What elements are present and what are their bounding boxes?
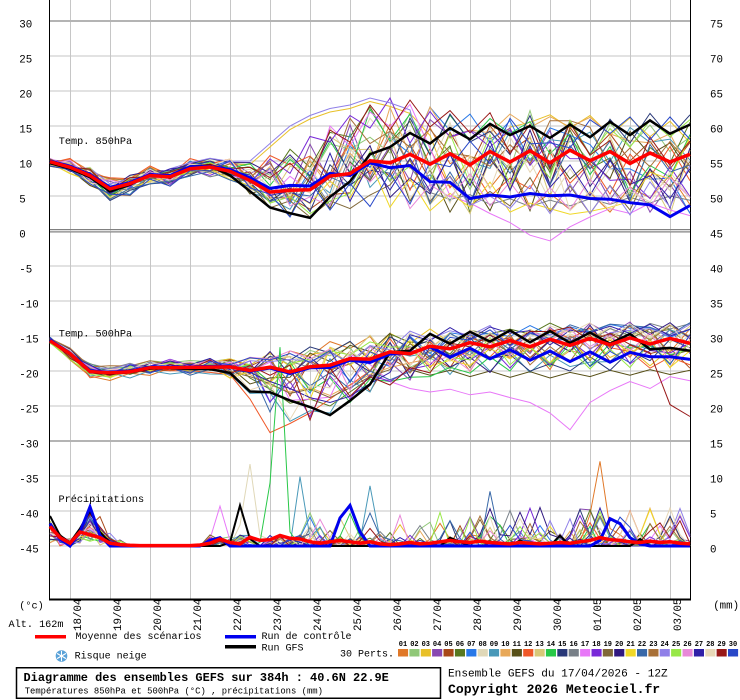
svg-text:30: 30 [19,20,32,32]
svg-text:Précipitations: Précipitations [59,494,145,506]
svg-text:02: 02 [410,641,418,649]
svg-text:Diagramme des ensembles GEFS s: Diagramme des ensembles GEFS sur 384h : … [24,671,389,685]
svg-text:12: 12 [524,641,532,649]
svg-text:09: 09 [490,641,498,649]
svg-text:30/04: 30/04 [553,599,565,631]
svg-text:40: 40 [710,265,723,277]
svg-text:30: 30 [710,335,723,347]
svg-text:28: 28 [706,641,714,649]
svg-text:Run de contrôle: Run de contrôle [262,631,352,643]
svg-text:15: 15 [19,125,32,137]
svg-text:25/04: 25/04 [353,599,365,631]
svg-text:19: 19 [604,641,612,649]
svg-text:Copyright 2026 Meteociel.fr: Copyright 2026 Meteociel.fr [448,682,660,697]
svg-text:25: 25 [710,370,723,382]
svg-text:04: 04 [433,641,441,649]
svg-text:5: 5 [19,195,25,207]
svg-text:02/05: 02/05 [633,599,645,631]
svg-text:07: 07 [467,641,475,649]
svg-text:-25: -25 [19,405,38,417]
svg-text:Alt. 162m: Alt. 162m [9,619,64,631]
svg-text:50: 50 [710,195,723,207]
svg-text:-10: -10 [19,300,38,312]
svg-text:55: 55 [710,160,723,172]
svg-text:18/04: 18/04 [73,599,85,631]
svg-text:13: 13 [535,641,543,649]
svg-text:29/04: 29/04 [513,599,525,631]
svg-text:19/04: 19/04 [113,599,125,631]
svg-text:Temp. 500hPa: Temp. 500hPa [59,329,132,341]
svg-text:22: 22 [638,641,646,649]
svg-text:21/04: 21/04 [193,599,205,631]
svg-text:03: 03 [422,641,430,649]
svg-text:16: 16 [569,641,577,649]
svg-text:27/04: 27/04 [433,599,445,631]
svg-text:08: 08 [478,641,486,649]
svg-text:17: 17 [581,641,589,649]
svg-text:23/04: 23/04 [273,599,285,631]
svg-text:(°c): (°c) [19,601,43,613]
svg-text:-5: -5 [19,265,32,277]
svg-text:18: 18 [592,641,600,649]
svg-text:Risque neige: Risque neige [75,651,147,663]
svg-text:22/04: 22/04 [233,599,245,631]
svg-text:01/05: 01/05 [593,599,605,631]
svg-text:-15: -15 [19,335,38,347]
svg-text:03/05: 03/05 [673,599,685,631]
svg-text:21: 21 [626,641,634,649]
svg-text:30 Perts.: 30 Perts. [340,650,394,661]
svg-text:35: 35 [710,300,723,312]
svg-text:75: 75 [710,20,723,32]
svg-text:24/04: 24/04 [313,599,325,631]
svg-text:23: 23 [649,641,657,649]
svg-text:(mm): (mm) [713,601,739,613]
svg-text:15: 15 [558,641,566,649]
svg-text:-45: -45 [19,545,38,557]
svg-text:45: 45 [710,230,723,242]
svg-text:0: 0 [19,230,25,242]
svg-text:26: 26 [683,641,691,649]
svg-text:Temp. 850hPa: Temp. 850hPa [59,136,132,148]
svg-text:Run GFS: Run GFS [262,644,304,655]
svg-text:29: 29 [717,641,725,649]
svg-text:20: 20 [710,405,723,417]
svg-text:Températures 850hPa et 500hPa: Températures 850hPa et 500hPa (°C) , pré… [25,687,323,697]
svg-text:28/04: 28/04 [473,599,485,631]
svg-text:65: 65 [710,90,723,102]
svg-text:26/04: 26/04 [393,599,405,631]
svg-text:Moyenne des scénarios: Moyenne des scénarios [76,631,202,643]
svg-text:-30: -30 [19,440,38,452]
svg-text:Ensemble GEFS du 17/04/2026 -: Ensemble GEFS du 17/04/2026 - 12Z [448,669,668,681]
svg-text:27: 27 [695,641,703,649]
svg-text:0: 0 [710,545,716,557]
svg-text:05: 05 [444,641,452,649]
svg-text:10: 10 [501,641,509,649]
svg-text:20: 20 [615,641,623,649]
svg-text:5: 5 [710,510,716,522]
svg-text:20/04: 20/04 [153,599,165,631]
svg-text:14: 14 [547,641,555,649]
svg-text:-35: -35 [19,475,38,487]
svg-text:25: 25 [19,55,32,67]
svg-text:01: 01 [399,641,407,649]
svg-text:-20: -20 [19,370,38,382]
svg-text:-40: -40 [19,510,38,522]
svg-text:24: 24 [660,641,668,649]
svg-text:20: 20 [19,90,32,102]
svg-text:10: 10 [19,160,32,172]
svg-text:70: 70 [710,55,723,67]
svg-text:06: 06 [456,641,464,649]
svg-text:25: 25 [672,641,680,649]
svg-text:11: 11 [513,641,521,649]
svg-text:10: 10 [710,475,723,487]
svg-text:15: 15 [710,440,723,452]
svg-text:30: 30 [729,641,737,649]
svg-text:60: 60 [710,125,723,137]
